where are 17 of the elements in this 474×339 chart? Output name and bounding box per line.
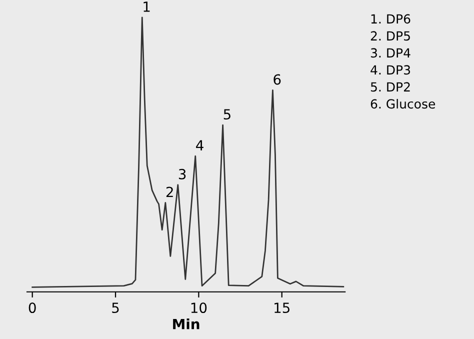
x-axis-title: Min [173,318,200,330]
text: 3. DP4 [370,48,410,58]
annotation: 2 [166,186,173,198]
annotation: 5 [224,109,230,120]
text: 2. DP5 [370,31,410,41]
text: 1. DP6 [371,14,410,24]
x-tick-label: 15 [274,302,290,314]
annotation: 6 [274,74,281,85]
annotation: 1 [144,2,150,12]
text: 6. Glucose [370,98,436,109]
x-tick-label: 10 [191,302,207,314]
text: 5. DP2 [370,82,410,92]
annotation: 4 [196,140,204,150]
text: 4. DP3 [370,65,410,75]
x-tick-label: 0 [28,302,36,314]
x-tick-label: 5 [112,302,119,314]
annotation: 3 [178,168,186,180]
